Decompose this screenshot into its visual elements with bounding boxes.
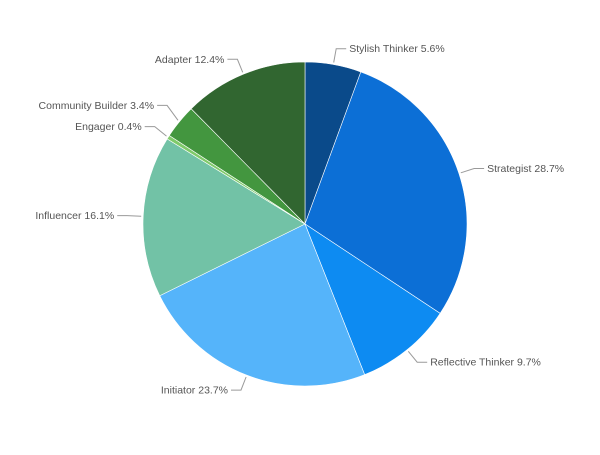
label-initiator: Initiator 23.7%: [161, 385, 228, 397]
label-strategist: Strategist 28.7%: [487, 163, 564, 175]
label-reflective-thinker: Reflective Thinker 9.7%: [430, 357, 541, 369]
slice-influencer[interactable]: [142, 138, 306, 297]
label-influencer: Influencer 16.1%: [35, 210, 114, 222]
pie-leader-lines: [117, 48, 485, 391]
label-stylish-thinker: Stylish Thinker 5.6%: [349, 43, 445, 55]
leader-line-community-builder: [157, 104, 179, 121]
label-community-builder: Community Builder 3.4%: [39, 100, 155, 112]
leader-line-reflective-thinker: [407, 350, 428, 363]
pie-slices: [142, 61, 468, 387]
leader-line-adapter: [227, 58, 244, 73]
slice-initiator[interactable]: [159, 223, 366, 387]
leader-line-initiator: [231, 376, 247, 391]
leader-line-engager: [144, 126, 167, 137]
label-adapter: Adapter 12.4%: [155, 54, 224, 66]
label-engager: Engager 0.4%: [75, 121, 142, 133]
leader-line-stylish-thinker: [333, 48, 347, 63]
pie-labels: Stylish Thinker 5.6% Strategist 28.7% Refl…: [35, 43, 564, 396]
leader-line-influencer: [117, 215, 142, 217]
slice-strategist[interactable]: [304, 71, 468, 314]
slice-reflective-thinker[interactable]: [304, 223, 441, 376]
slice-adapter[interactable]: [190, 61, 306, 225]
leader-line-strategist: [460, 168, 485, 174]
